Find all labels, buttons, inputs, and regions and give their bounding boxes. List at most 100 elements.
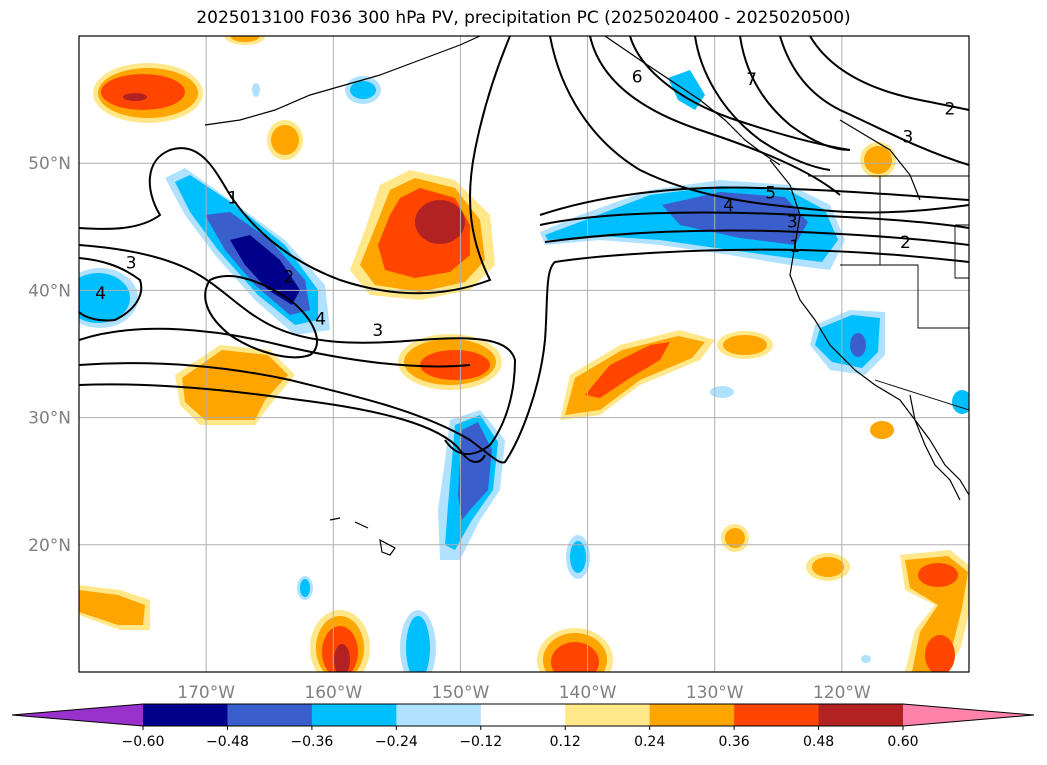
positive-area (870, 421, 894, 439)
positive-area (267, 120, 303, 160)
pv-contour (589, 36, 841, 196)
lon-tick-label: 170°W (177, 683, 235, 703)
longitude-labels: 170°W 160°W 150°W 140°W 130°W 120°W (177, 683, 871, 703)
colorbar-tick-label: 0.36 (719, 734, 750, 750)
negative-area (297, 576, 313, 600)
colorbar-segment (143, 704, 228, 726)
pv-contour (79, 244, 517, 455)
colorbar-extend-max (903, 704, 1034, 726)
pv-contour-label: 1 (227, 189, 238, 209)
positive-area (310, 610, 370, 672)
lon-tick-label: 130°W (686, 683, 744, 703)
colorbar-segment (734, 704, 820, 726)
lon-tick-label: 140°W (559, 683, 617, 703)
negative-area (710, 386, 734, 398)
pv-contour-label: 3 (787, 213, 798, 233)
positive-area (175, 345, 295, 425)
pv-contour-label: 4 (95, 284, 106, 304)
pv-contour (204, 275, 319, 359)
precip-shading (79, 36, 969, 672)
pv-contour (739, 36, 851, 151)
latitude-labels: 50°N 40°N 30°N 20°N (28, 154, 71, 556)
pv-contour-label: 4 (723, 196, 734, 216)
colorbar-tick-label: 0.60 (887, 734, 918, 750)
border-line (954, 224, 969, 279)
positive-area (79, 585, 150, 630)
negative-area (438, 410, 505, 560)
lon-tick-label: 120°W (813, 683, 871, 703)
lat-tick-label: 20°N (28, 536, 71, 556)
pv-contours (79, 36, 969, 464)
coastline (769, 159, 969, 496)
pv-contour-label: 6 (632, 68, 643, 88)
pv-contour (629, 36, 851, 151)
pv-contour-label: 3 (903, 127, 914, 147)
positive-area (93, 63, 203, 123)
pv-contour (79, 383, 486, 463)
positive-area (350, 170, 495, 300)
positive-area (398, 334, 502, 390)
pv-contour (539, 211, 969, 229)
pv-contour-label: 1 (789, 237, 800, 257)
borders (808, 175, 969, 411)
positive-area (560, 330, 715, 420)
negative-area (400, 610, 436, 672)
negative-area (566, 535, 590, 579)
colorbar-tick-label: −0.24 (375, 734, 418, 750)
pv-contour (79, 257, 143, 322)
pv-contour (779, 36, 969, 166)
negative-area (810, 310, 885, 375)
border-line (874, 379, 969, 411)
pv-contour-label: 3 (126, 253, 137, 273)
colorbar-segment (480, 704, 566, 726)
pv-contour (79, 248, 969, 464)
pv-contour-label: 5 (765, 183, 776, 203)
lon-tick-label: 160°W (304, 683, 362, 703)
colorbar: −0.60 −0.48 −0.36 −0.24 −0.12 0.12 0.24 0.36 0.4… (11, 703, 1035, 750)
negative-area (252, 83, 260, 97)
coastline (329, 517, 396, 556)
negative-area (79, 268, 138, 328)
lat-tick-label: 40°N (28, 281, 71, 301)
border-line (840, 264, 969, 329)
colorbar-segment (649, 704, 735, 726)
map-frame (78, 35, 970, 673)
pv-contour (694, 36, 831, 171)
coastline (909, 394, 961, 501)
lat-tick-label: 50°N (28, 154, 71, 174)
colorbar-tick-label: 0.48 (803, 734, 834, 750)
pv-contour (549, 36, 821, 211)
pv-contour-label: 2 (283, 267, 294, 287)
pv-contour-label: 7 (746, 70, 757, 90)
positive-area (717, 331, 773, 359)
colorbar-segment (311, 704, 397, 726)
pv-contour (79, 327, 471, 368)
coastline (204, 36, 481, 126)
colorbar-tick-label: 0.12 (550, 734, 581, 750)
lat-tick-label: 30°N (28, 409, 71, 429)
pv-contour (544, 229, 969, 246)
pv-contour (819, 204, 969, 214)
colorbar-segment (227, 704, 313, 726)
pv-contour (539, 186, 969, 216)
colorbar-segment (396, 704, 482, 726)
positive-area (806, 553, 850, 581)
positive-area (225, 36, 265, 45)
pv-contour (809, 36, 969, 111)
negative-area (861, 655, 871, 663)
colorbar-tick-label: −0.36 (290, 734, 333, 750)
positive-area (860, 142, 896, 178)
chart-title: 2025013100 F036 300 hPa PV, precipitatio… (196, 8, 851, 28)
positive-area (537, 628, 613, 672)
colorbar-segment (565, 704, 651, 726)
negative-area (668, 70, 705, 110)
colorbar-tick-label: −0.48 (206, 734, 249, 750)
coastline (839, 119, 921, 201)
colorbar-tick-label: −0.60 (122, 734, 165, 750)
pv-contour-label: 2 (945, 100, 956, 120)
positive-area (900, 550, 969, 672)
colorbar-segment (818, 704, 904, 726)
lon-tick-label: 150°W (432, 683, 490, 703)
